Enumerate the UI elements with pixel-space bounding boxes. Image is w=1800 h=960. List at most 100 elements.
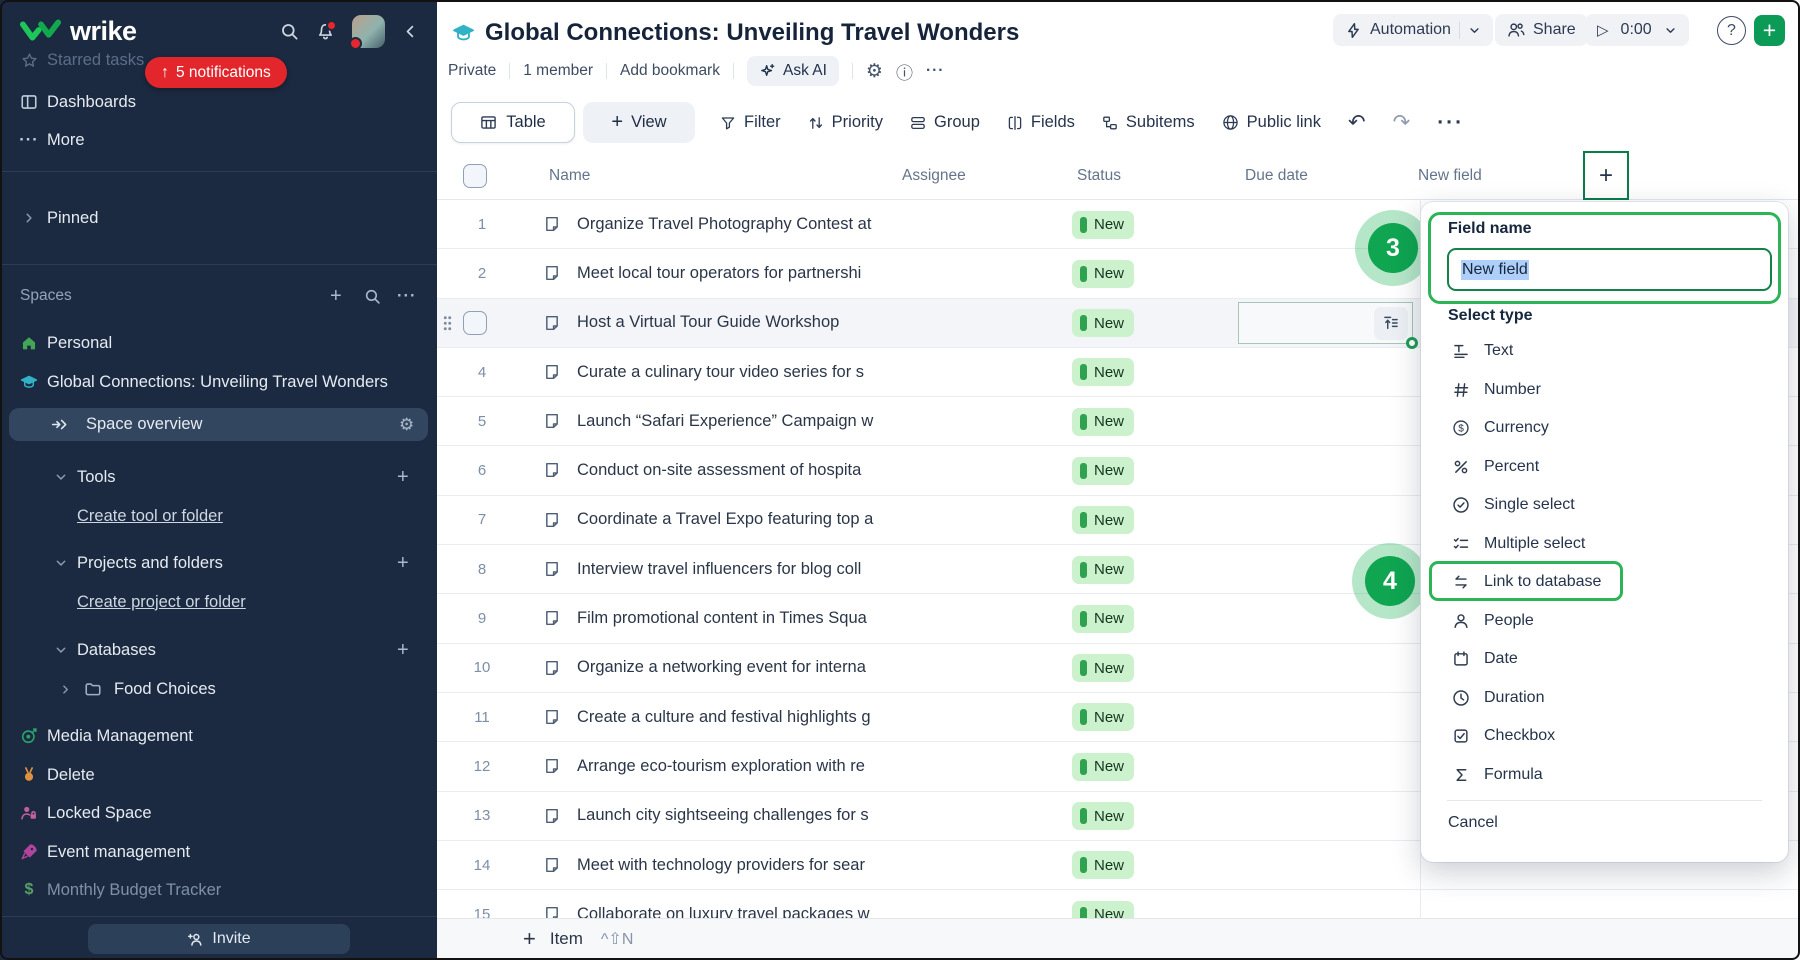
status-badge[interactable]: New: [1072, 900, 1135, 918]
table-row[interactable]: 10 Organize a networking event for inter…: [437, 644, 1800, 693]
notifications-pill[interactable]: ↑ 5 notifications: [145, 57, 287, 88]
settings-gear-icon[interactable]: ⚙: [865, 60, 883, 82]
sidebar-space-budget-tracker[interactable]: $ Monthly Budget Tracker: [0, 873, 437, 907]
drag-handle-icon[interactable]: [443, 314, 452, 333]
chevron-down-icon[interactable]: [1468, 24, 1481, 37]
task-name[interactable]: Launch city sightseeing challenges for s: [577, 806, 869, 825]
sidebar-item-databases[interactable]: Databases +: [0, 633, 437, 667]
field-type-option-percent[interactable]: Percent: [1421, 448, 1788, 487]
wrike-logo[interactable]: wrike: [20, 16, 137, 47]
sidebar-space-media-management[interactable]: Media Management: [0, 719, 437, 753]
table-row[interactable]: 5 Launch “Safari Experience” Campaign w …: [437, 397, 1800, 447]
sidebar-space-delete[interactable]: Delete: [0, 758, 437, 792]
cell-drag-dot[interactable]: [1406, 337, 1418, 349]
search-icon[interactable]: [280, 22, 299, 41]
play-icon[interactable]: ▷: [1597, 22, 1609, 39]
status-badge[interactable]: New: [1072, 210, 1135, 239]
user-avatar[interactable]: [349, 14, 385, 50]
chevron-down-icon[interactable]: [52, 643, 70, 657]
status-badge[interactable]: New: [1072, 752, 1135, 781]
members-label[interactable]: 1 member: [523, 62, 594, 79]
chevron-down-icon[interactable]: [1664, 24, 1677, 37]
field-type-option-text[interactable]: Text: [1421, 332, 1788, 371]
gear-icon[interactable]: ⚙: [399, 414, 415, 434]
add-project-icon[interactable]: +: [397, 551, 409, 574]
redo-icon[interactable]: ↷: [1392, 111, 1411, 134]
task-name[interactable]: Arrange eco-tourism exploration with re: [577, 756, 865, 775]
status-badge[interactable]: New: [1072, 358, 1135, 387]
public-link-button[interactable]: Public link: [1222, 113, 1321, 132]
column-header-assignee[interactable]: Assignee: [902, 167, 966, 184]
field-type-option-currency[interactable]: $ Currency: [1421, 409, 1788, 448]
task-name[interactable]: Organize Travel Photography Contest at: [577, 214, 872, 233]
status-badge[interactable]: New: [1072, 802, 1135, 831]
field-type-option-checkbox[interactable]: Checkbox: [1421, 717, 1788, 756]
sidebar-item-pinned[interactable]: Pinned: [0, 201, 437, 235]
field-type-option-link-to-database[interactable]: Link to database: [1421, 563, 1788, 602]
help-button[interactable]: ?: [1717, 16, 1746, 45]
column-header-new-field[interactable]: New field: [1418, 167, 1482, 184]
undo-icon[interactable]: ↶: [1347, 111, 1366, 134]
chevron-right-icon[interactable]: [56, 683, 74, 696]
filter-button[interactable]: Filter: [720, 113, 781, 132]
sidebar-item-space-overview[interactable]: Space overview ⚙: [9, 408, 428, 441]
sidebar-item-projects-and-folders[interactable]: Projects and folders +: [0, 546, 437, 580]
add-database-icon[interactable]: +: [397, 638, 409, 661]
field-type-option-number[interactable]: Number: [1421, 371, 1788, 410]
notifications-bell-icon[interactable]: [316, 19, 337, 41]
status-badge[interactable]: New: [1072, 456, 1135, 485]
info-icon[interactable]: ⓘ: [895, 63, 913, 83]
task-name[interactable]: Launch “Safari Experience” Campaign w: [577, 411, 874, 430]
chevron-down-icon[interactable]: [52, 470, 70, 484]
sidebar-item-dashboards[interactable]: Dashboards: [0, 85, 437, 119]
task-name[interactable]: Film promotional content in Times Squa: [577, 609, 867, 628]
cancel-button[interactable]: Cancel: [1448, 814, 1498, 831]
table-row[interactable]: 11 Create a culture and festival highlig…: [437, 693, 1800, 743]
sidebar-item-starred-tasks[interactable]: Starred tasks: [0, 43, 437, 77]
table-row[interactable]: 6 Conduct on-site assessment of hospita …: [437, 446, 1800, 496]
sidebar-link-create-tool[interactable]: Create tool or folder: [0, 499, 437, 533]
sidebar-item-food-choices[interactable]: Food Choices: [0, 672, 437, 706]
add-item-bar[interactable]: + Item ^⇧N: [437, 918, 1800, 958]
group-button[interactable]: Group: [910, 113, 980, 132]
field-type-option-multiple-select[interactable]: Multiple select: [1421, 525, 1788, 564]
status-badge[interactable]: New: [1072, 604, 1135, 633]
select-all-checkbox[interactable]: [463, 164, 487, 188]
status-badge[interactable]: New: [1072, 407, 1135, 436]
spaces-more-icon[interactable]: ···: [397, 286, 417, 305]
automation-button[interactable]: Automation: [1333, 14, 1493, 46]
table-row[interactable]: 9 Film promotional content in Times Squa…: [437, 594, 1800, 644]
field-type-option-people[interactable]: People: [1421, 602, 1788, 641]
sidebar-space-locked-space[interactable]: Locked Space: [0, 796, 437, 830]
table-row[interactable]: 12 Arrange eco-tourism exploration with …: [437, 742, 1800, 792]
task-name[interactable]: Coordinate a Travel Expo featuring top a: [577, 510, 874, 529]
add-view-button[interactable]: + View: [583, 102, 695, 143]
set-date-icon[interactable]: [1374, 306, 1408, 340]
task-name[interactable]: Meet local tour operators for partnershi: [577, 263, 862, 282]
table-row[interactable]: 2 Meet local tour operators for partners…: [437, 249, 1800, 299]
collapse-sidebar-icon[interactable]: [402, 23, 419, 40]
task-name[interactable]: Organize a networking event for interna: [577, 658, 866, 677]
task-name[interactable]: Conduct on-site assessment of hospita: [577, 461, 862, 480]
table-row[interactable]: 8 Interview travel influencers for blog …: [437, 545, 1800, 595]
table-view-button[interactable]: Table: [451, 102, 575, 143]
add-bookmark-link[interactable]: Add bookmark: [620, 62, 720, 79]
status-badge[interactable]: New: [1072, 259, 1135, 288]
row-checkbox[interactable]: [463, 310, 487, 335]
share-button[interactable]: Share: [1495, 14, 1588, 46]
column-header-due-date[interactable]: Due date: [1245, 167, 1308, 184]
task-name[interactable]: Create a culture and festival highlights…: [577, 707, 871, 726]
more-options-icon[interactable]: ···: [925, 62, 945, 79]
field-type-option-formula[interactable]: Formula: [1421, 756, 1788, 795]
sidebar-space-global-connections[interactable]: Global Connections: Unveiling Travel Won…: [0, 365, 437, 399]
status-badge[interactable]: New: [1072, 703, 1135, 732]
status-badge[interactable]: New: [1072, 555, 1135, 584]
subitems-button[interactable]: Subitems: [1102, 113, 1195, 132]
field-type-option-single-select[interactable]: Single select: [1421, 486, 1788, 525]
sidebar-item-more[interactable]: ··· More: [0, 123, 437, 157]
status-badge[interactable]: New: [1072, 309, 1135, 338]
add-space-icon[interactable]: +: [330, 284, 342, 307]
sidebar-space-personal[interactable]: Personal: [0, 326, 437, 360]
table-row[interactable]: 13 Launch city sightseeing challenges fo…: [437, 792, 1800, 841]
table-row[interactable]: 4 Curate a culinary tour video series fo…: [437, 348, 1800, 398]
